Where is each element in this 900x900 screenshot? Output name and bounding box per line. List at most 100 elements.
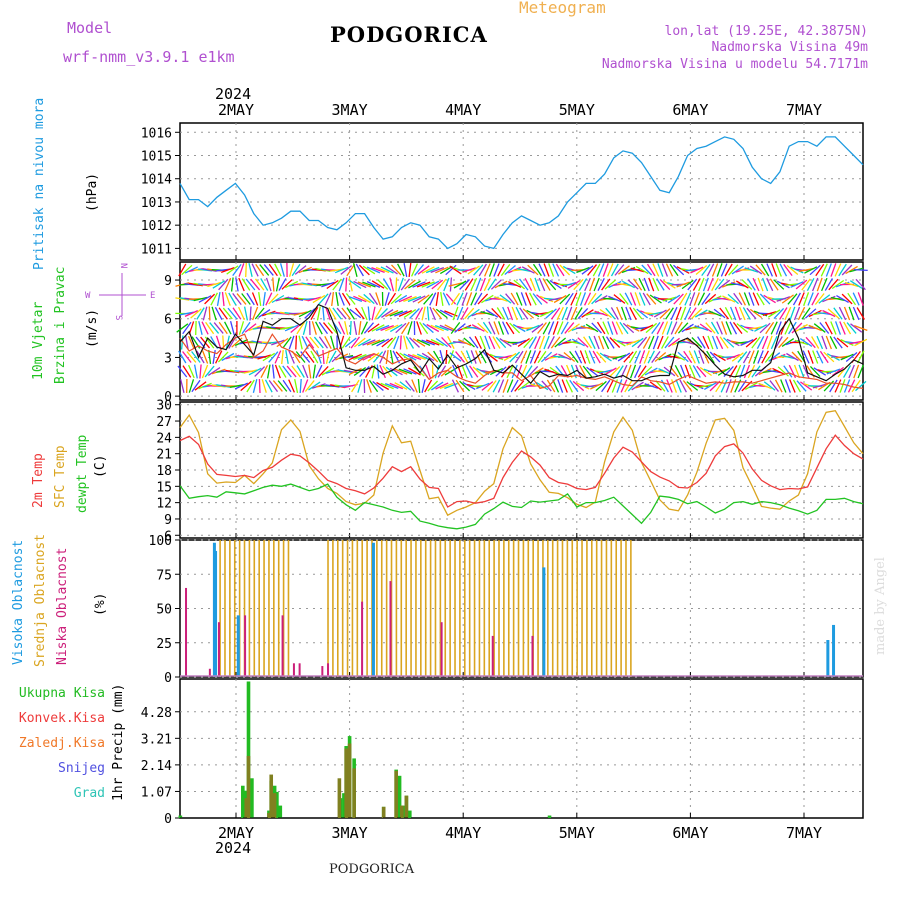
wind-arrow xyxy=(689,292,696,306)
wind-arrow xyxy=(188,379,195,393)
wind-arrow xyxy=(449,265,462,275)
wind-arrow xyxy=(281,279,293,290)
wind-arrow xyxy=(774,336,783,349)
wind-arrow xyxy=(701,264,711,276)
wind-arrow xyxy=(282,365,292,378)
wind-arrow xyxy=(661,336,669,349)
wind-arrow xyxy=(514,350,524,364)
wind-arrow xyxy=(737,351,748,363)
day-label-bottom: 3MAY xyxy=(332,824,368,842)
wind-arrow xyxy=(780,354,795,360)
wind-arrow xyxy=(834,321,842,335)
wind-arrow xyxy=(602,335,610,350)
wind-arrow xyxy=(179,311,194,316)
wind-arrow xyxy=(251,263,259,277)
wind-arrow xyxy=(213,322,224,334)
wind-arrow xyxy=(841,264,853,276)
wind-arrow xyxy=(839,321,846,335)
wind-arrow xyxy=(601,379,611,393)
y-tick-label: 30 xyxy=(156,399,172,414)
wind-arrow xyxy=(477,322,489,334)
wind-arrow xyxy=(523,336,534,349)
wind-arrow xyxy=(475,277,482,292)
wind-arrow xyxy=(698,350,705,364)
wind-arrow xyxy=(591,293,603,305)
legend-grid-rain: Zaledj.Kisa xyxy=(18,736,105,751)
day-label-top: 3MAY xyxy=(332,101,368,119)
wind-arrow xyxy=(436,278,447,291)
low-cloud-bar xyxy=(327,663,330,677)
wind-arrow xyxy=(348,353,362,361)
wind-arrow xyxy=(393,335,400,350)
wind-arrow xyxy=(447,336,455,349)
wind-arrow xyxy=(430,338,444,347)
wind-arrow xyxy=(702,335,710,350)
wind-arrow xyxy=(652,335,659,350)
wind-arrow xyxy=(596,351,607,363)
wind-arrow xyxy=(663,280,676,289)
wind-arrow xyxy=(398,295,413,303)
wind-arrow xyxy=(726,338,740,347)
wind-arrow xyxy=(408,367,421,376)
high-cloud-bar xyxy=(542,567,546,677)
wind-arrow xyxy=(380,382,394,390)
wind-arrow xyxy=(302,379,309,393)
wind-arrow xyxy=(371,339,385,346)
wind-arrow xyxy=(677,322,689,334)
wind-arrow xyxy=(676,281,690,288)
wind-arrow xyxy=(723,337,735,348)
wind-arrow xyxy=(528,336,537,349)
wind-arrow xyxy=(647,350,655,364)
wind-arrow xyxy=(645,322,658,334)
wind-arrow xyxy=(702,277,709,292)
convective-rain-bar xyxy=(272,793,277,818)
wind-arrow xyxy=(594,295,608,303)
low-cloud-bar xyxy=(531,635,534,677)
wind-arrow xyxy=(452,364,459,379)
wind-arrow xyxy=(232,293,242,305)
wind-arrow xyxy=(769,380,780,392)
wind-arrow xyxy=(539,309,554,318)
wind-arrow xyxy=(307,296,322,302)
wind-arrow xyxy=(544,368,558,375)
wind-arrow xyxy=(589,277,596,292)
wind-arrow xyxy=(579,292,587,306)
wind-arrow xyxy=(452,306,459,321)
wind-arrow xyxy=(328,350,337,364)
wind-arrow xyxy=(807,350,814,364)
y-tick-label: 4.28 xyxy=(141,706,172,721)
wind-arrow xyxy=(811,336,820,349)
wind-ylabel-1: 10m Vjetar xyxy=(31,302,46,380)
wind-arrow xyxy=(474,350,482,364)
wind-arrow xyxy=(574,307,583,320)
wind-arrow xyxy=(509,322,521,334)
wind-arrow xyxy=(629,306,637,321)
wind-arrow xyxy=(720,379,728,393)
wind-arrow xyxy=(592,350,601,364)
wind-arrow xyxy=(328,307,337,320)
wind-arrow xyxy=(794,339,809,346)
wind-arrow xyxy=(442,292,451,306)
wind-arrow xyxy=(773,279,785,290)
wind-arrow xyxy=(774,379,783,393)
wind-arrow xyxy=(277,380,288,392)
wind-arrow xyxy=(211,384,226,388)
wind-arrow xyxy=(576,382,590,390)
low-cloud-bar xyxy=(321,666,324,677)
wind-arrow xyxy=(358,321,362,335)
low-cloud-bar xyxy=(298,663,301,677)
wind-arrow xyxy=(191,379,201,393)
wind-arrow xyxy=(344,321,349,335)
wind-arrow xyxy=(184,266,198,274)
wind-arrow xyxy=(687,307,697,320)
wind-arrow xyxy=(403,335,408,350)
wind-arrow xyxy=(335,291,339,307)
wind-arrow xyxy=(295,335,298,350)
wind-arrow xyxy=(431,381,444,391)
wind-arrow xyxy=(414,264,425,276)
wind-arrow xyxy=(569,351,579,363)
wind-arrow xyxy=(186,351,197,363)
wind-arrow xyxy=(733,292,743,306)
wind-arrow xyxy=(375,292,381,306)
wind-arrow xyxy=(316,306,321,321)
